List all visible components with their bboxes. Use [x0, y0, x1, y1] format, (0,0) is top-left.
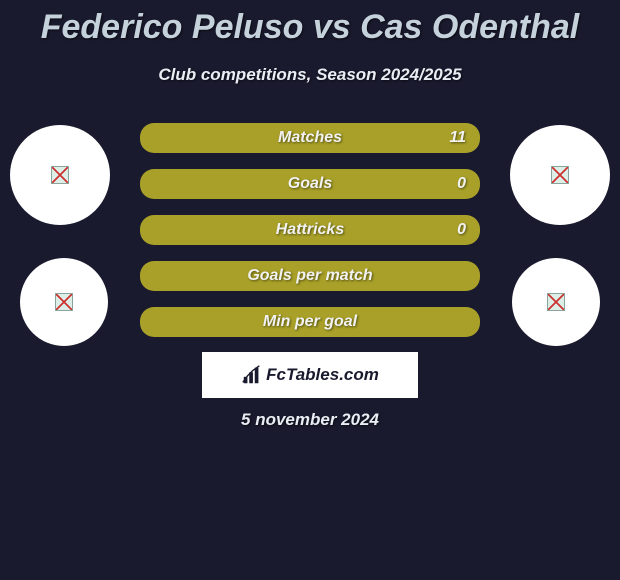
team1-avatar: [20, 258, 108, 346]
team2-avatar: [512, 258, 600, 346]
stat-label: Min per goal: [263, 313, 357, 331]
bar-chart-icon: [241, 364, 263, 386]
stat-value-right: 0: [457, 221, 466, 239]
stat-label: Matches: [278, 129, 342, 147]
stat-value-right: 11: [449, 129, 466, 147]
broken-image-icon: [551, 166, 569, 184]
logo-text: FcTables.com: [266, 365, 379, 385]
broken-image-icon: [51, 166, 69, 184]
player2-avatar: [510, 125, 610, 225]
page-title: Federico Peluso vs Cas Odenthal: [0, 0, 620, 47]
broken-image-icon: [55, 293, 73, 311]
stat-row-min-per-goal: Min per goal: [140, 307, 480, 337]
source-logo: FcTables.com: [202, 352, 418, 398]
stat-row-hattricks: Hattricks 0: [140, 215, 480, 245]
stat-row-goals-per-match: Goals per match: [140, 261, 480, 291]
subtitle: Club competitions, Season 2024/2025: [0, 65, 620, 85]
stat-label: Hattricks: [276, 221, 344, 239]
stats-block: Matches 11 Goals 0 Hattricks 0 Goals per…: [140, 123, 480, 353]
player1-avatar: [10, 125, 110, 225]
stat-label: Goals: [288, 175, 332, 193]
stat-row-matches: Matches 11: [140, 123, 480, 153]
stat-row-goals: Goals 0: [140, 169, 480, 199]
broken-image-icon: [547, 293, 565, 311]
stat-label: Goals per match: [247, 267, 372, 285]
date-line: 5 november 2024: [0, 410, 620, 430]
stat-value-right: 0: [457, 175, 466, 193]
